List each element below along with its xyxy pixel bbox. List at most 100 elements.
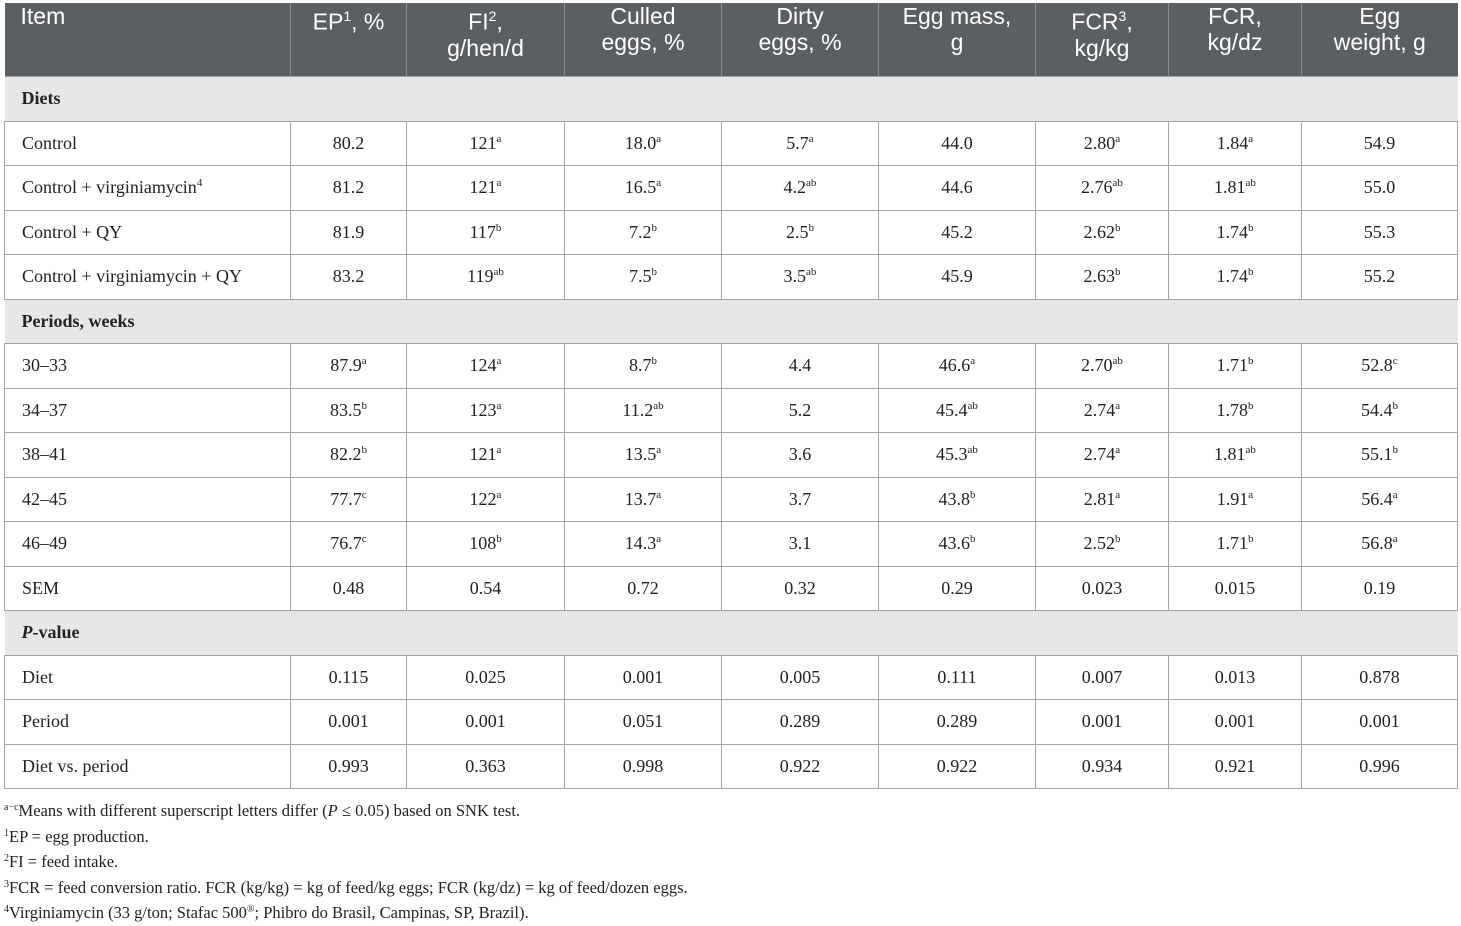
value: 0.922 <box>936 755 978 776</box>
header-text: kg/dz <box>1207 29 1263 55</box>
value-cell: 0.289 <box>721 699 879 745</box>
value: 0.001 <box>622 666 664 687</box>
value-cell: 83.2 <box>290 254 407 300</box>
footnote: 1EP = egg production. <box>4 824 688 850</box>
section-text: -value <box>32 622 80 643</box>
value-sup: b <box>1115 266 1121 279</box>
data-row: Control 80.2 121a 18.0a 5.7a 44.0 2.80a 1.84a 54… <box>4 120 1458 166</box>
value-cell: 1.74b <box>1168 254 1302 300</box>
value: 13.7 <box>624 488 657 509</box>
value-cell: 56.4a <box>1301 476 1458 522</box>
header-text: g/hen/d <box>447 34 524 61</box>
value-cell: 55.2 <box>1301 254 1458 300</box>
value: 0.289 <box>936 711 978 732</box>
value-sup: ab <box>1112 355 1123 368</box>
value: 0.19 <box>1363 577 1396 598</box>
header-text: g <box>950 29 964 55</box>
row-label: Period <box>4 699 291 745</box>
value-sup: ab <box>493 266 504 279</box>
value: 81.2 <box>332 177 365 198</box>
value-cell: 1.84a <box>1168 120 1302 166</box>
data-row: 38–41 82.2b 121a 13.5a 3.6 45.3ab 2.74a 1.81ab 5… <box>4 432 1458 478</box>
data-row: Control + virginiamycin4 81.2 121a 16.5a 4.2… <box>4 165 1458 211</box>
header-text: Item <box>20 3 66 29</box>
value: 55.1 <box>1361 444 1393 465</box>
data-row: Diet vs. period 0.993 0.363 0.998 0.922 0.922… <box>4 743 1458 789</box>
section-row: Periods, weeks <box>4 298 1458 344</box>
value-sup: a <box>970 355 976 368</box>
value-cell: 0.32 <box>721 565 879 611</box>
value-cell: 119ab <box>406 254 565 300</box>
value: 2.81 <box>1083 488 1116 509</box>
footnote-text: P <box>327 801 338 820</box>
value: 0.998 <box>622 755 664 776</box>
value: 80.2 <box>332 132 365 153</box>
value-cell: 0.001 <box>1035 699 1169 745</box>
data-row: 46–49 76.7c 108b 14.3a 3.1 43.6b 2.52b 1.71b 56.… <box>4 521 1458 567</box>
row-label: Diet <box>4 654 291 700</box>
value-cell: 108b <box>406 521 565 567</box>
row-label: SEM <box>4 565 291 611</box>
value-cell: 0.001 <box>1301 699 1458 745</box>
value: 54.4 <box>1361 399 1393 420</box>
value-cell: 0.921 <box>1168 743 1302 789</box>
value-cell: 0.54 <box>406 565 565 611</box>
header-text: eggs, % <box>601 29 685 55</box>
value: 56.4 <box>1361 488 1393 509</box>
value-cell: 0.023 <box>1035 565 1169 611</box>
value: 4.4 <box>788 355 812 376</box>
value-sup: ab <box>653 399 664 412</box>
header-text: Egg <box>1359 3 1401 29</box>
value-cell: 0.29 <box>878 565 1036 611</box>
value-cell: 43.6b <box>878 521 1036 567</box>
section-title: Diets <box>4 76 1458 122</box>
value: 55.2 <box>1363 266 1396 287</box>
header-text: EP <box>312 8 344 35</box>
value-sup: ab <box>806 266 817 279</box>
data-row: 30–33 87.9a 124a 8.7b 4.4 46.6a 2.70ab 1.71b 52.… <box>4 343 1458 389</box>
header-sup: 3 <box>1118 8 1127 24</box>
value: 0.996 <box>1359 755 1400 776</box>
value-cell: 0.998 <box>564 743 722 789</box>
value: 1.71 <box>1216 533 1249 554</box>
value: 0.32 <box>784 577 816 598</box>
value-cell: 1.91a <box>1168 476 1302 522</box>
section-title: Periods, weeks <box>4 298 1458 344</box>
label-text: Diet <box>22 666 53 687</box>
data-row: Period 0.001 0.001 0.051 0.289 0.289 0.001 0.00… <box>4 699 1458 745</box>
value-cell: 2.74a <box>1035 387 1169 433</box>
value: 81.9 <box>332 221 365 242</box>
value-cell: 1.81ab <box>1168 165 1302 211</box>
section-text: Periods, weeks <box>21 310 135 331</box>
value: 0.025 <box>465 666 506 687</box>
value-cell: 45.4ab <box>878 387 1036 433</box>
header-text: kg/kg <box>1074 34 1130 61</box>
row-label: 38–41 <box>4 432 291 478</box>
value-cell: 83.5b <box>290 387 407 433</box>
data-row: 34–37 83.5b 123a 11.2ab 5.2 45.4ab 2.74a 1.78b 5… <box>4 387 1458 433</box>
value-sup: ab <box>967 444 978 457</box>
value-cell: 0.001 <box>406 699 565 745</box>
value: 0.001 <box>1359 711 1400 732</box>
header-cell: FCR3, kg/kg <box>1035 3 1169 77</box>
value-cell: 87.9a <box>290 343 407 389</box>
value-sup: a <box>1115 399 1121 412</box>
value: 2.74 <box>1083 399 1116 420</box>
row-label: 42–45 <box>4 476 291 522</box>
value-cell: 1.71b <box>1168 521 1302 567</box>
value: 0.48 <box>332 577 365 598</box>
value: 2.52 <box>1083 533 1116 554</box>
value: 117 <box>469 221 496 242</box>
footnote-mark: 1 <box>4 827 9 839</box>
value-cell: 5.2 <box>721 387 879 433</box>
data-row: Control + virginiamycin + QY 83.2 119ab 7.5… <box>4 254 1458 300</box>
label-text: Period <box>22 711 69 732</box>
value-cell: 13.5a <box>564 432 722 478</box>
value-cell: 0.878 <box>1301 654 1458 700</box>
value-sup: b <box>651 266 658 279</box>
value-sup: a <box>656 533 662 546</box>
value-sup: ab <box>1245 177 1256 190</box>
value: 44.0 <box>941 132 973 153</box>
value-cell: 54.9 <box>1301 120 1458 166</box>
label-text: Control + virginiamycin <box>22 177 197 198</box>
